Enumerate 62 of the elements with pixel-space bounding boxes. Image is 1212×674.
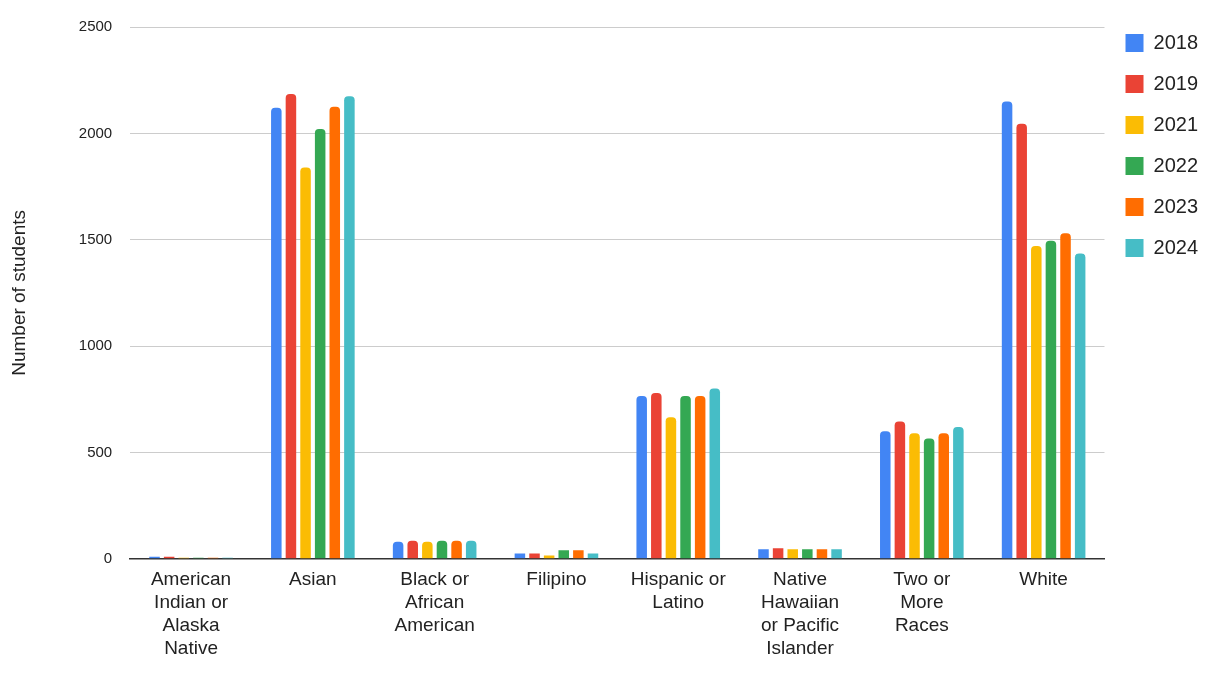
bar bbox=[422, 541, 433, 559]
x-tick-label: Asian bbox=[289, 568, 337, 590]
y-tick-label: 0 bbox=[103, 548, 113, 566]
bar bbox=[300, 167, 311, 559]
bar bbox=[894, 421, 906, 559]
bar bbox=[880, 431, 891, 559]
bar bbox=[407, 540, 418, 559]
x-tick-label: Hispanic or Latino bbox=[630, 568, 727, 613]
bar bbox=[651, 392, 662, 559]
y-tick-label: 500 bbox=[87, 442, 113, 460]
bar bbox=[1001, 101, 1013, 559]
legend-label: 2023 bbox=[1153, 194, 1199, 217]
legend-label: 2022 bbox=[1153, 153, 1199, 176]
bar bbox=[1031, 246, 1042, 559]
bar bbox=[436, 540, 448, 559]
bar bbox=[816, 549, 828, 559]
x-tick-label: Black or African American bbox=[394, 568, 475, 636]
bar bbox=[787, 549, 798, 559]
x-tick-label: Two or More Races bbox=[893, 568, 951, 636]
bar bbox=[923, 438, 935, 559]
bar bbox=[709, 388, 721, 559]
x-tick-label: American Indian or Alaska Native bbox=[150, 568, 232, 658]
bar bbox=[1045, 240, 1057, 559]
legend-label: 2018 bbox=[1153, 30, 1199, 53]
legend-label: 2024 bbox=[1153, 235, 1199, 258]
bar bbox=[271, 107, 282, 559]
bar bbox=[465, 540, 477, 559]
bar bbox=[665, 417, 677, 559]
x-tick-label: White bbox=[1019, 568, 1068, 590]
bar bbox=[392, 541, 404, 559]
bar bbox=[344, 96, 355, 559]
bar bbox=[938, 433, 949, 559]
legend-label: 2021 bbox=[1153, 112, 1199, 135]
bar bbox=[514, 553, 526, 559]
y-tick-label: 1000 bbox=[78, 336, 113, 354]
x-tick-label: Filipino bbox=[526, 568, 587, 590]
bar bbox=[329, 106, 341, 559]
bar bbox=[772, 548, 784, 559]
bar bbox=[451, 540, 462, 559]
bar bbox=[802, 549, 813, 559]
y-tick-label: 2500 bbox=[78, 17, 113, 35]
bar bbox=[694, 396, 706, 559]
bar bbox=[909, 433, 920, 559]
bar bbox=[587, 553, 599, 559]
bar bbox=[314, 129, 326, 559]
y-axis-title: Number of students bbox=[7, 209, 29, 376]
bar bbox=[1016, 123, 1027, 559]
bar bbox=[1060, 233, 1071, 559]
bar bbox=[1074, 253, 1086, 559]
legend-label: 2019 bbox=[1153, 71, 1199, 94]
bar bbox=[285, 94, 297, 559]
y-tick-label: 2000 bbox=[78, 123, 113, 141]
bar bbox=[529, 553, 540, 559]
bar bbox=[636, 396, 647, 559]
bar bbox=[758, 549, 769, 559]
bar bbox=[558, 550, 570, 559]
bar bbox=[831, 549, 842, 559]
x-tick-label: Native Hawaiian or Pacific Islander bbox=[760, 568, 840, 658]
y-tick-label: 1500 bbox=[78, 229, 113, 247]
bar bbox=[953, 426, 964, 559]
bar bbox=[573, 550, 584, 559]
bar bbox=[680, 396, 691, 559]
